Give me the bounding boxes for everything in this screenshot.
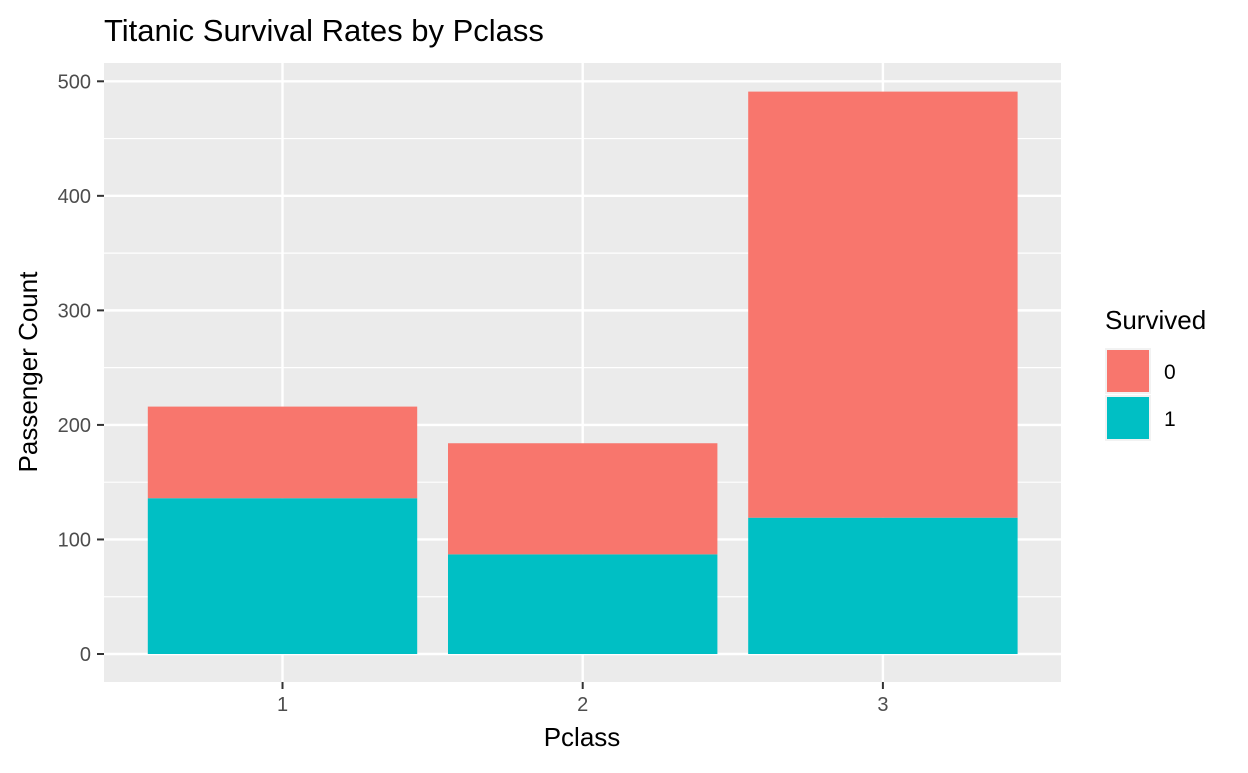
legend-title: Survived [1105, 305, 1206, 335]
y-axis: 0 100 200 300 400 500 [58, 71, 104, 666]
y-tick-label: 400 [58, 186, 91, 208]
bar-pclass-3-survived-0 [748, 91, 1018, 518]
legend-key-swatch [1107, 397, 1149, 439]
bar-pclass-2-survived-0 [448, 443, 718, 555]
y-tick-label: 500 [58, 71, 91, 93]
legend-label: 0 [1164, 361, 1176, 384]
x-axis: 1 2 3 [277, 682, 888, 716]
x-tick-label: 3 [877, 694, 888, 716]
y-tick-label: 0 [80, 644, 91, 666]
y-tick-label: 300 [58, 300, 91, 322]
y-tick-label: 100 [58, 529, 91, 551]
chart-title: Titanic Survival Rates by Pclass [104, 13, 544, 48]
x-tick-label: 2 [577, 694, 588, 716]
bar-pclass-1-survived-0 [147, 406, 418, 499]
y-axis-title: Passenger Count [13, 271, 43, 473]
x-axis-title: Pclass [544, 722, 621, 752]
bars [147, 91, 1018, 654]
x-tick-label: 1 [277, 694, 288, 716]
legend-items: 01 [1105, 348, 1176, 441]
bar-pclass-3-survived-1 [748, 517, 1018, 654]
y-tick-label: 200 [58, 415, 91, 437]
legend-label: 1 [1164, 408, 1176, 431]
legend: Survived 01 [1105, 305, 1206, 441]
bar-pclass-1-survived-1 [147, 498, 418, 654]
legend-key-swatch [1107, 350, 1149, 392]
bar-pclass-2-survived-1 [448, 554, 718, 654]
